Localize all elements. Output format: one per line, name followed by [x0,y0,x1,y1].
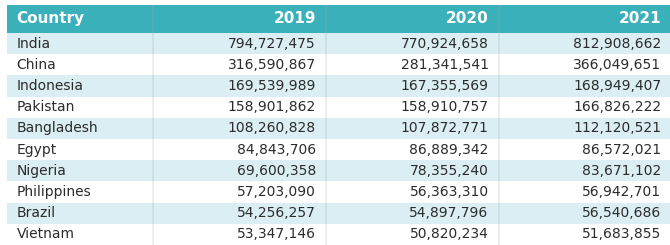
Text: 56,540,686: 56,540,686 [582,206,661,220]
FancyBboxPatch shape [153,139,326,160]
Text: 69,600,358: 69,600,358 [237,164,316,178]
Text: 2019: 2019 [273,12,316,26]
Text: 107,872,771: 107,872,771 [401,122,488,135]
FancyBboxPatch shape [153,118,326,139]
FancyBboxPatch shape [153,160,326,181]
Text: India: India [17,37,51,51]
Text: Egypt: Egypt [17,143,57,157]
FancyBboxPatch shape [498,203,670,224]
FancyBboxPatch shape [326,118,498,139]
FancyBboxPatch shape [498,181,670,203]
Text: 54,897,796: 54,897,796 [409,206,488,220]
FancyBboxPatch shape [153,97,326,118]
Text: 167,355,569: 167,355,569 [401,79,488,93]
Text: Bangladesh: Bangladesh [17,122,98,135]
Text: 281,341,541: 281,341,541 [401,58,488,72]
FancyBboxPatch shape [326,181,498,203]
Text: 169,539,989: 169,539,989 [227,79,316,93]
Text: 56,942,701: 56,942,701 [582,185,661,199]
FancyBboxPatch shape [498,5,670,33]
FancyBboxPatch shape [326,139,498,160]
FancyBboxPatch shape [498,97,670,118]
FancyBboxPatch shape [7,160,153,181]
FancyBboxPatch shape [326,203,498,224]
FancyBboxPatch shape [326,54,498,75]
Text: 166,826,222: 166,826,222 [574,100,661,114]
Text: Nigeria: Nigeria [17,164,66,178]
Text: 108,260,828: 108,260,828 [228,122,316,135]
Text: 794,727,475: 794,727,475 [228,37,316,51]
Text: Brazil: Brazil [17,206,56,220]
Text: 53,347,146: 53,347,146 [237,227,316,241]
FancyBboxPatch shape [153,54,326,75]
FancyBboxPatch shape [498,118,670,139]
FancyBboxPatch shape [153,5,326,33]
FancyBboxPatch shape [7,181,153,203]
FancyBboxPatch shape [153,203,326,224]
FancyBboxPatch shape [7,118,153,139]
FancyBboxPatch shape [498,160,670,181]
FancyBboxPatch shape [7,139,153,160]
Text: 316,590,867: 316,590,867 [228,58,316,72]
Text: 54,256,257: 54,256,257 [237,206,316,220]
FancyBboxPatch shape [153,181,326,203]
Text: 86,889,342: 86,889,342 [409,143,488,157]
FancyBboxPatch shape [326,33,498,54]
FancyBboxPatch shape [7,5,153,33]
Text: 366,049,651: 366,049,651 [574,58,661,72]
Text: Vietnam: Vietnam [17,227,74,241]
FancyBboxPatch shape [326,160,498,181]
Text: 770,924,658: 770,924,658 [401,37,488,51]
Text: 57,203,090: 57,203,090 [237,185,316,199]
Text: China: China [17,58,56,72]
FancyBboxPatch shape [153,33,326,54]
FancyBboxPatch shape [326,224,498,245]
Text: 158,910,757: 158,910,757 [401,100,488,114]
Text: 2021: 2021 [619,12,661,26]
Text: 56,363,310: 56,363,310 [409,185,488,199]
FancyBboxPatch shape [326,97,498,118]
FancyBboxPatch shape [7,97,153,118]
FancyBboxPatch shape [498,54,670,75]
FancyBboxPatch shape [326,5,498,33]
Text: Pakistan: Pakistan [17,100,75,114]
FancyBboxPatch shape [7,75,153,97]
Text: 2020: 2020 [446,12,488,26]
FancyBboxPatch shape [7,203,153,224]
Text: Indonesia: Indonesia [17,79,84,93]
Text: 168,949,407: 168,949,407 [574,79,661,93]
Text: 812,908,662: 812,908,662 [574,37,661,51]
Text: 84,843,706: 84,843,706 [237,143,316,157]
FancyBboxPatch shape [498,224,670,245]
FancyBboxPatch shape [7,54,153,75]
FancyBboxPatch shape [498,75,670,97]
Text: 112,120,521: 112,120,521 [574,122,661,135]
FancyBboxPatch shape [498,139,670,160]
FancyBboxPatch shape [326,75,498,97]
Text: 83,671,102: 83,671,102 [582,164,661,178]
Text: 50,820,234: 50,820,234 [410,227,488,241]
Text: 51,683,855: 51,683,855 [582,227,661,241]
Text: 78,355,240: 78,355,240 [410,164,488,178]
Text: Philippines: Philippines [17,185,91,199]
FancyBboxPatch shape [498,33,670,54]
FancyBboxPatch shape [153,224,326,245]
Text: 158,901,862: 158,901,862 [228,100,316,114]
FancyBboxPatch shape [7,224,153,245]
Text: Country: Country [17,12,84,26]
Text: 86,572,021: 86,572,021 [582,143,661,157]
FancyBboxPatch shape [153,75,326,97]
FancyBboxPatch shape [7,33,153,54]
